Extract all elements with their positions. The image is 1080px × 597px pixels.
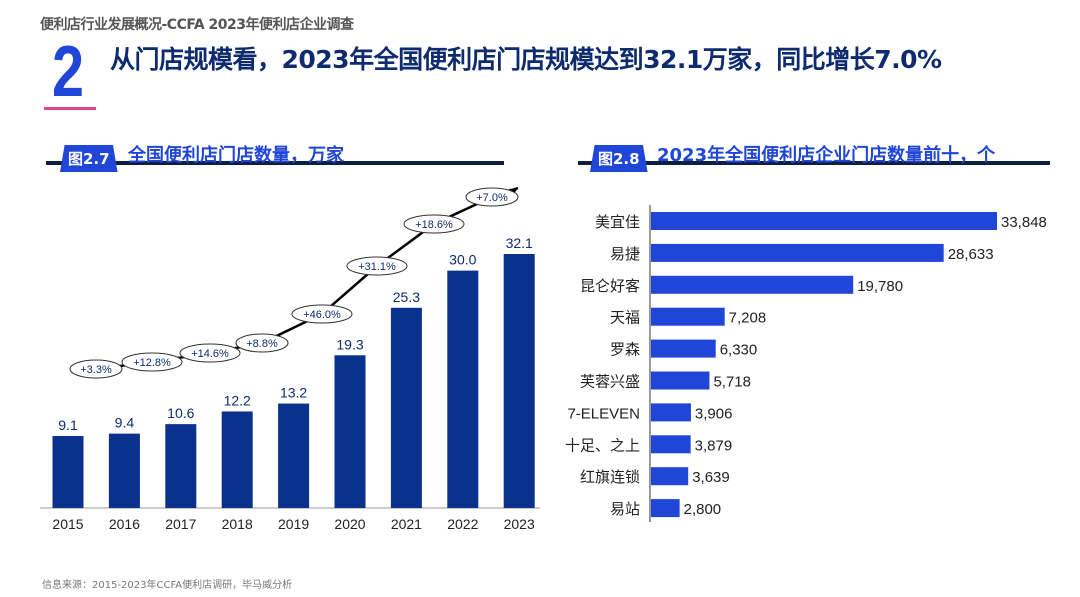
x-tick-label: 2021 xyxy=(391,516,422,532)
bar-9 xyxy=(651,499,680,518)
value-label: 19,780 xyxy=(857,278,903,295)
bar-2016 xyxy=(108,433,140,508)
bar-5 xyxy=(651,371,710,390)
value-label: 19.3 xyxy=(336,336,363,352)
report-kicker: 便利店行业发展概况-CCFA 2023年便利店企业调查 xyxy=(40,17,354,33)
value-label: 3,906 xyxy=(695,405,733,422)
bar-2023 xyxy=(503,254,535,508)
growth-label: +18.6% xyxy=(415,219,453,231)
category-label: 罗森 xyxy=(610,342,640,359)
growth-label: +3.3% xyxy=(80,364,112,376)
bar-0 xyxy=(651,212,997,230)
bar-2 xyxy=(651,275,854,294)
bar-2021 xyxy=(390,307,422,508)
growth-label: +12.8% xyxy=(133,357,171,369)
bar-2015 xyxy=(52,435,84,508)
value-label: 9.4 xyxy=(115,415,135,431)
top10-chart: 美宜佳 33,848 易捷 28,633 昆仑好客 19,780 天福 7,208 罗森 6,33… xyxy=(565,205,1047,522)
section-divider-left xyxy=(46,161,504,165)
growth-label: +31.1% xyxy=(358,261,396,273)
x-tick-label: 2020 xyxy=(334,516,365,532)
chart-title-left: 全国便利店门店数量，万家 xyxy=(128,145,344,166)
growth-bubble xyxy=(69,359,123,379)
x-tick-label: 2018 xyxy=(222,516,253,532)
x-tick-label: 2015 xyxy=(52,516,83,532)
figure-tag-2-7: 图2.7 xyxy=(60,145,118,172)
value-label: 7,208 xyxy=(729,310,767,327)
bar-2018 xyxy=(221,411,253,508)
x-tick-label: 2023 xyxy=(504,516,535,532)
figure-tag-2-8: 图2.8 xyxy=(590,145,648,172)
value-label: 32.1 xyxy=(506,235,533,251)
bar-1 xyxy=(651,243,944,262)
x-tick-label: 2022 xyxy=(447,516,478,532)
bar-4 xyxy=(651,339,716,358)
bar-6 xyxy=(651,403,691,422)
category-label: 昆仑好客 xyxy=(580,278,640,295)
growth-label: +7.0% xyxy=(476,192,508,204)
store-count-chart: 9.1 2015 9.4 2016 10.6 2017 12.2 2018 13.2 2019 19… xyxy=(40,186,540,532)
value-label: 9.1 xyxy=(58,417,78,433)
section-number: 2 xyxy=(52,32,85,112)
value-label: 5,718 xyxy=(713,374,751,391)
section-divider-right xyxy=(578,161,1050,165)
value-label: 13.2 xyxy=(280,385,307,401)
bar-2022 xyxy=(447,270,479,508)
value-label: 2,800 xyxy=(684,501,722,518)
source-note: 信息来源：2015-2023年CCFA便利店调研，毕马威分析 xyxy=(42,580,293,591)
value-label: 3,879 xyxy=(695,437,733,454)
value-label: 28,633 xyxy=(948,246,994,263)
bar-2020 xyxy=(334,355,366,508)
category-label: 红旗连锁 xyxy=(580,469,640,486)
value-label: 33,848 xyxy=(1001,214,1047,231)
x-tick-label: 2016 xyxy=(109,516,140,532)
value-label: 12.2 xyxy=(224,392,251,408)
value-label: 25.3 xyxy=(393,289,420,305)
growth-label: +8.8% xyxy=(246,338,278,350)
category-label: 天福 xyxy=(610,310,640,327)
growth-label: +46.0% xyxy=(303,309,341,321)
value-label: 30.0 xyxy=(449,252,476,268)
chart-title-right: 2023年全国便利店企业门店数量前十，个 xyxy=(657,145,996,166)
value-label: 6,330 xyxy=(720,342,758,359)
bar-3 xyxy=(651,307,725,326)
growth-bubble xyxy=(465,187,519,207)
category-label: 十足、之上 xyxy=(565,437,640,454)
section-number-underline xyxy=(44,107,96,110)
x-tick-label: 2019 xyxy=(278,516,309,532)
growth-bubble xyxy=(235,333,289,353)
growth-bubble xyxy=(179,343,241,363)
value-label: 3,639 xyxy=(692,469,730,486)
category-label: 易捷 xyxy=(610,246,640,263)
category-label: 7-ELEVEN xyxy=(567,405,640,422)
bar-7 xyxy=(651,435,691,454)
bar-8 xyxy=(651,467,689,486)
bar-2019 xyxy=(278,403,310,508)
growth-bubble xyxy=(346,256,408,276)
x-tick-label: 2017 xyxy=(165,516,196,532)
category-label: 美宜佳 xyxy=(595,214,640,231)
bar-2017 xyxy=(165,424,197,508)
growth-bubble xyxy=(121,352,183,372)
growth-bubble xyxy=(291,304,353,324)
growth-bubble xyxy=(403,214,465,234)
growth-label: +14.6% xyxy=(191,348,229,360)
value-label: 10.6 xyxy=(167,405,194,421)
page-title: 从门店规模看，2023年全国便利店门店规模达到32.1万家，同比增长7.0% xyxy=(110,45,942,74)
category-label: 芙蓉兴盛 xyxy=(580,374,640,391)
category-label: 易站 xyxy=(610,501,640,518)
